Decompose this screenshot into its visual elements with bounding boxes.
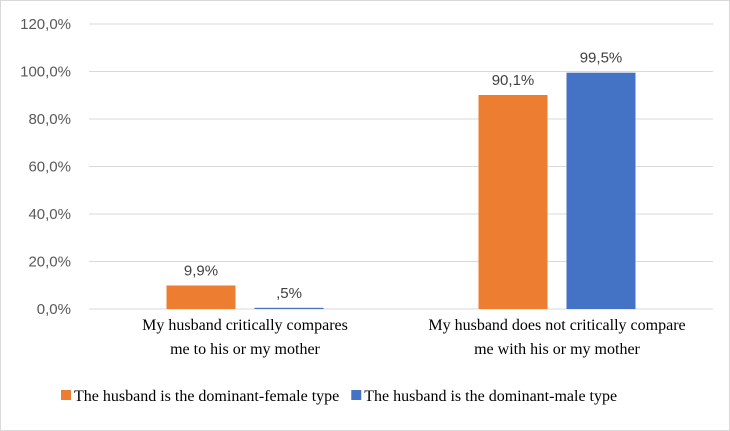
category-label: My husband critically compares: [142, 317, 348, 334]
bar: [478, 95, 548, 309]
legend-swatch: [61, 390, 71, 400]
data-label: 9,9%: [184, 262, 218, 279]
bar: [166, 285, 236, 309]
legend-label: The husband is the dominant-female type: [74, 388, 339, 405]
y-tick-label: 40,0%: [28, 206, 71, 223]
y-tick-label: 80,0%: [28, 111, 71, 128]
category-label: me with his or my mother: [474, 341, 640, 358]
category-label: My husband does not critically compare: [428, 317, 685, 334]
y-tick-label: 120,0%: [20, 16, 71, 33]
data-label: ,5%: [276, 285, 302, 302]
bars: [166, 72, 636, 309]
y-tick-label: 60,0%: [28, 159, 71, 176]
category-label: me to his or my mother: [170, 341, 320, 358]
legend: The husband is the dominant-female type T…: [61, 388, 617, 405]
y-tick-label: 100,0%: [20, 64, 71, 81]
data-labels: 9,9% ,5% 90,1% 99,5%: [184, 50, 622, 302]
y-tick-label: 0,0%: [37, 301, 71, 318]
gridlines: [89, 23, 713, 310]
y-tick-label: 20,0%: [28, 254, 71, 271]
y-axis-ticks: 0,0% 20,0% 40,0% 60,0% 80,0% 100,0% 120,0%: [20, 16, 71, 318]
bar: [566, 72, 636, 309]
legend-label: The husband is the dominant-male type: [364, 388, 617, 405]
data-label: 99,5%: [580, 50, 623, 67]
data-label: 90,1%: [492, 72, 535, 89]
x-axis-categories: My husband critically compares me to his …: [142, 317, 685, 358]
legend-swatch: [351, 390, 362, 400]
bar: [254, 307, 324, 309]
